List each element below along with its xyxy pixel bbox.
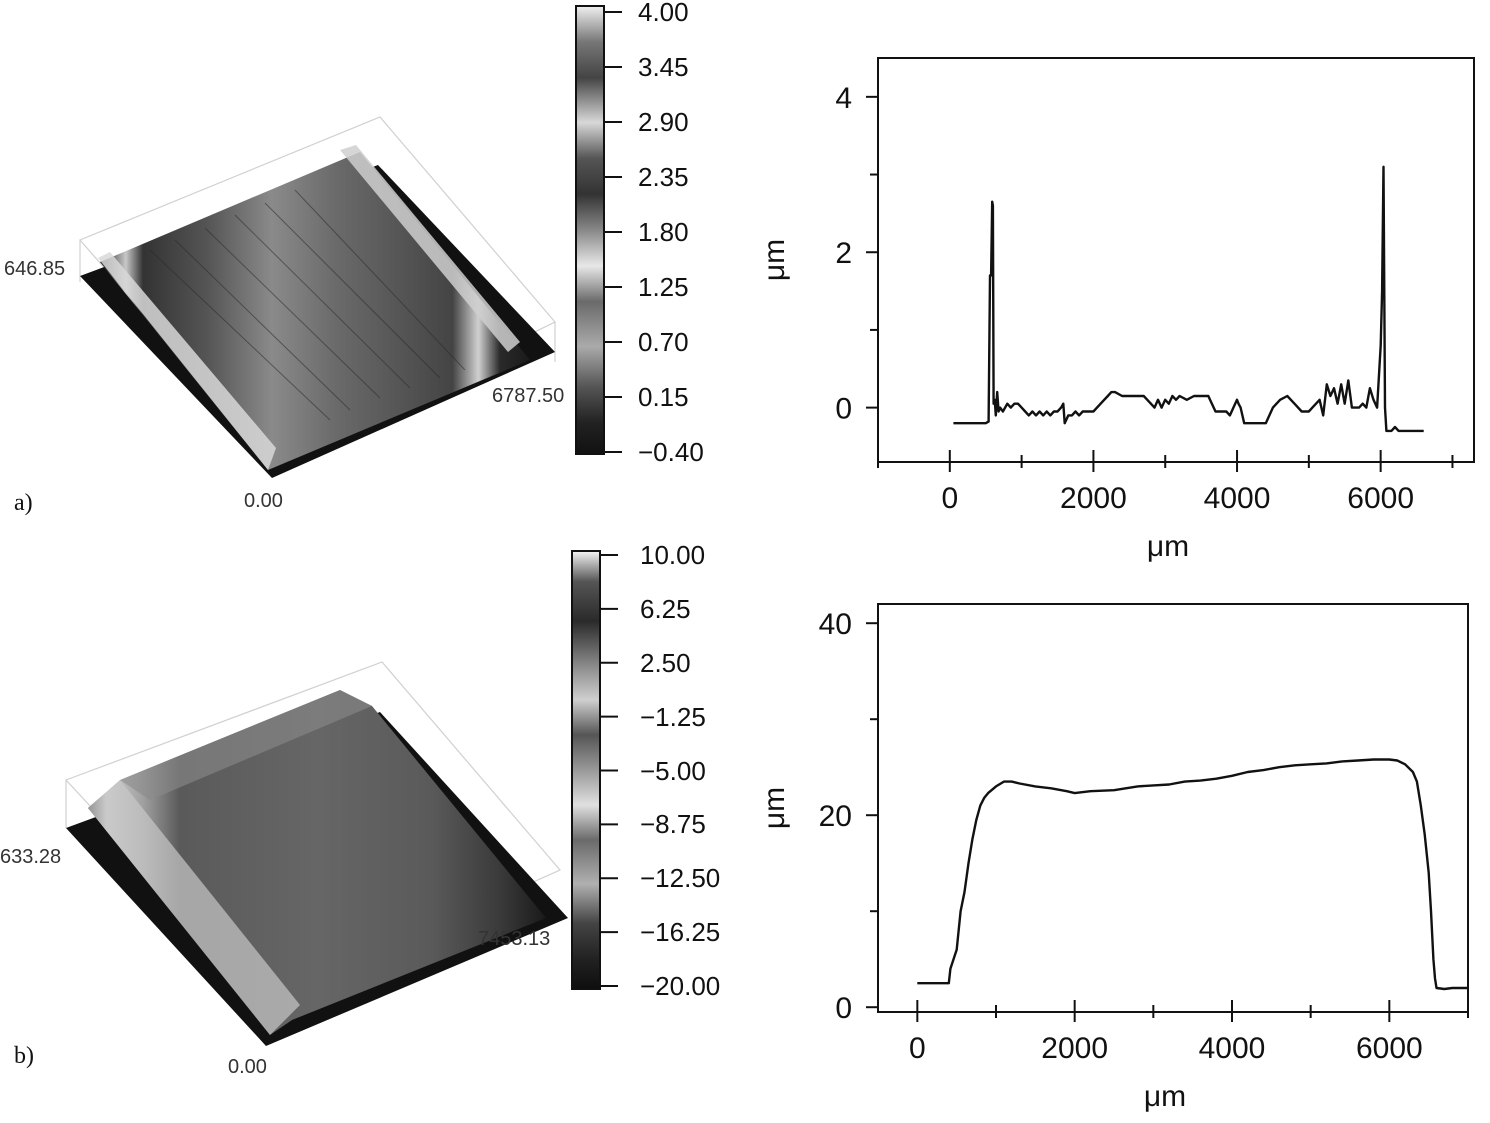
colorbar-tick-label: 0.70 [638,327,689,357]
colorbar-tick-label: −1.25 [640,701,706,732]
y-tick-label: 40 [819,608,852,641]
panel-a-surface-left-label: 646.85 [4,258,66,280]
panel-a-surface [78,116,556,478]
panel-a-surface-right-label: 6787.50 [492,385,565,407]
colorbar-tick-label: 3.45 [638,52,689,82]
y-axis-label: μm [758,239,791,281]
panel-a-colorbar [575,5,622,455]
x-tick-label: 2000 [1060,482,1127,515]
y-tick-label: 0 [835,393,852,426]
x-tick-label: 6000 [1347,482,1414,515]
y-tick-label: 4 [835,82,852,115]
panel-b-colorbar [571,550,618,990]
x-axis-label: μm [1147,530,1189,563]
series-line [953,165,1424,433]
x-tick-label: 2000 [1041,1032,1108,1065]
x-tick-label: 6000 [1356,1032,1423,1065]
x-tick-label: 0 [941,482,958,515]
series-line [917,758,1468,991]
colorbar-tick-label: −20.00 [640,971,721,1001]
panel-b-surface-left-label: 633.28 [0,846,62,868]
colorbar-tick-label: 1.25 [638,272,689,302]
x-tick-label: 4000 [1204,482,1271,515]
colorbar-tick-label: 10.00 [640,540,706,570]
colorbar-tick-label: −8.75 [640,809,706,840]
colorbar-tick-label: 2.90 [638,107,689,137]
colorbar-tick-label: −5.00 [640,755,706,786]
colorbar-tick-label: −16.25 [640,917,721,948]
y-tick-label: 2 [835,237,852,270]
colorbar-tick-label: 4.00 [638,0,689,27]
y-tick-label: 20 [819,800,852,833]
panel-b-letter: b) [14,1043,34,1069]
colorbar-tick-label: 2.50 [640,647,691,678]
x-axis-label: μm [1144,1080,1186,1113]
panel-a-surface-origin-label: 0.00 [244,490,283,512]
plot-frame [877,57,1475,463]
x-tick-label: 0 [909,1032,926,1065]
colorbar-tick-label: −0.40 [638,437,704,467]
colorbar-tick-label: 2.35 [638,162,689,192]
colorbar-tick-label: 1.80 [638,217,689,247]
panel-b-surface [64,661,568,1046]
y-axis-label: μm [758,787,791,829]
colorbar-tick-label: 0.15 [638,382,689,412]
panel-a-letter: a) [14,490,33,516]
panel-b-surface-right-label: 7453.13 [478,928,551,950]
x-tick-label: 4000 [1199,1032,1266,1065]
plot-frame [877,603,1469,1013]
y-tick-label: 0 [835,992,852,1025]
colorbar-tick-label: 6.25 [640,593,691,624]
colorbar-tick-label: −12.50 [640,863,721,894]
panel-b-surface-origin-label: 0.00 [228,1056,267,1078]
